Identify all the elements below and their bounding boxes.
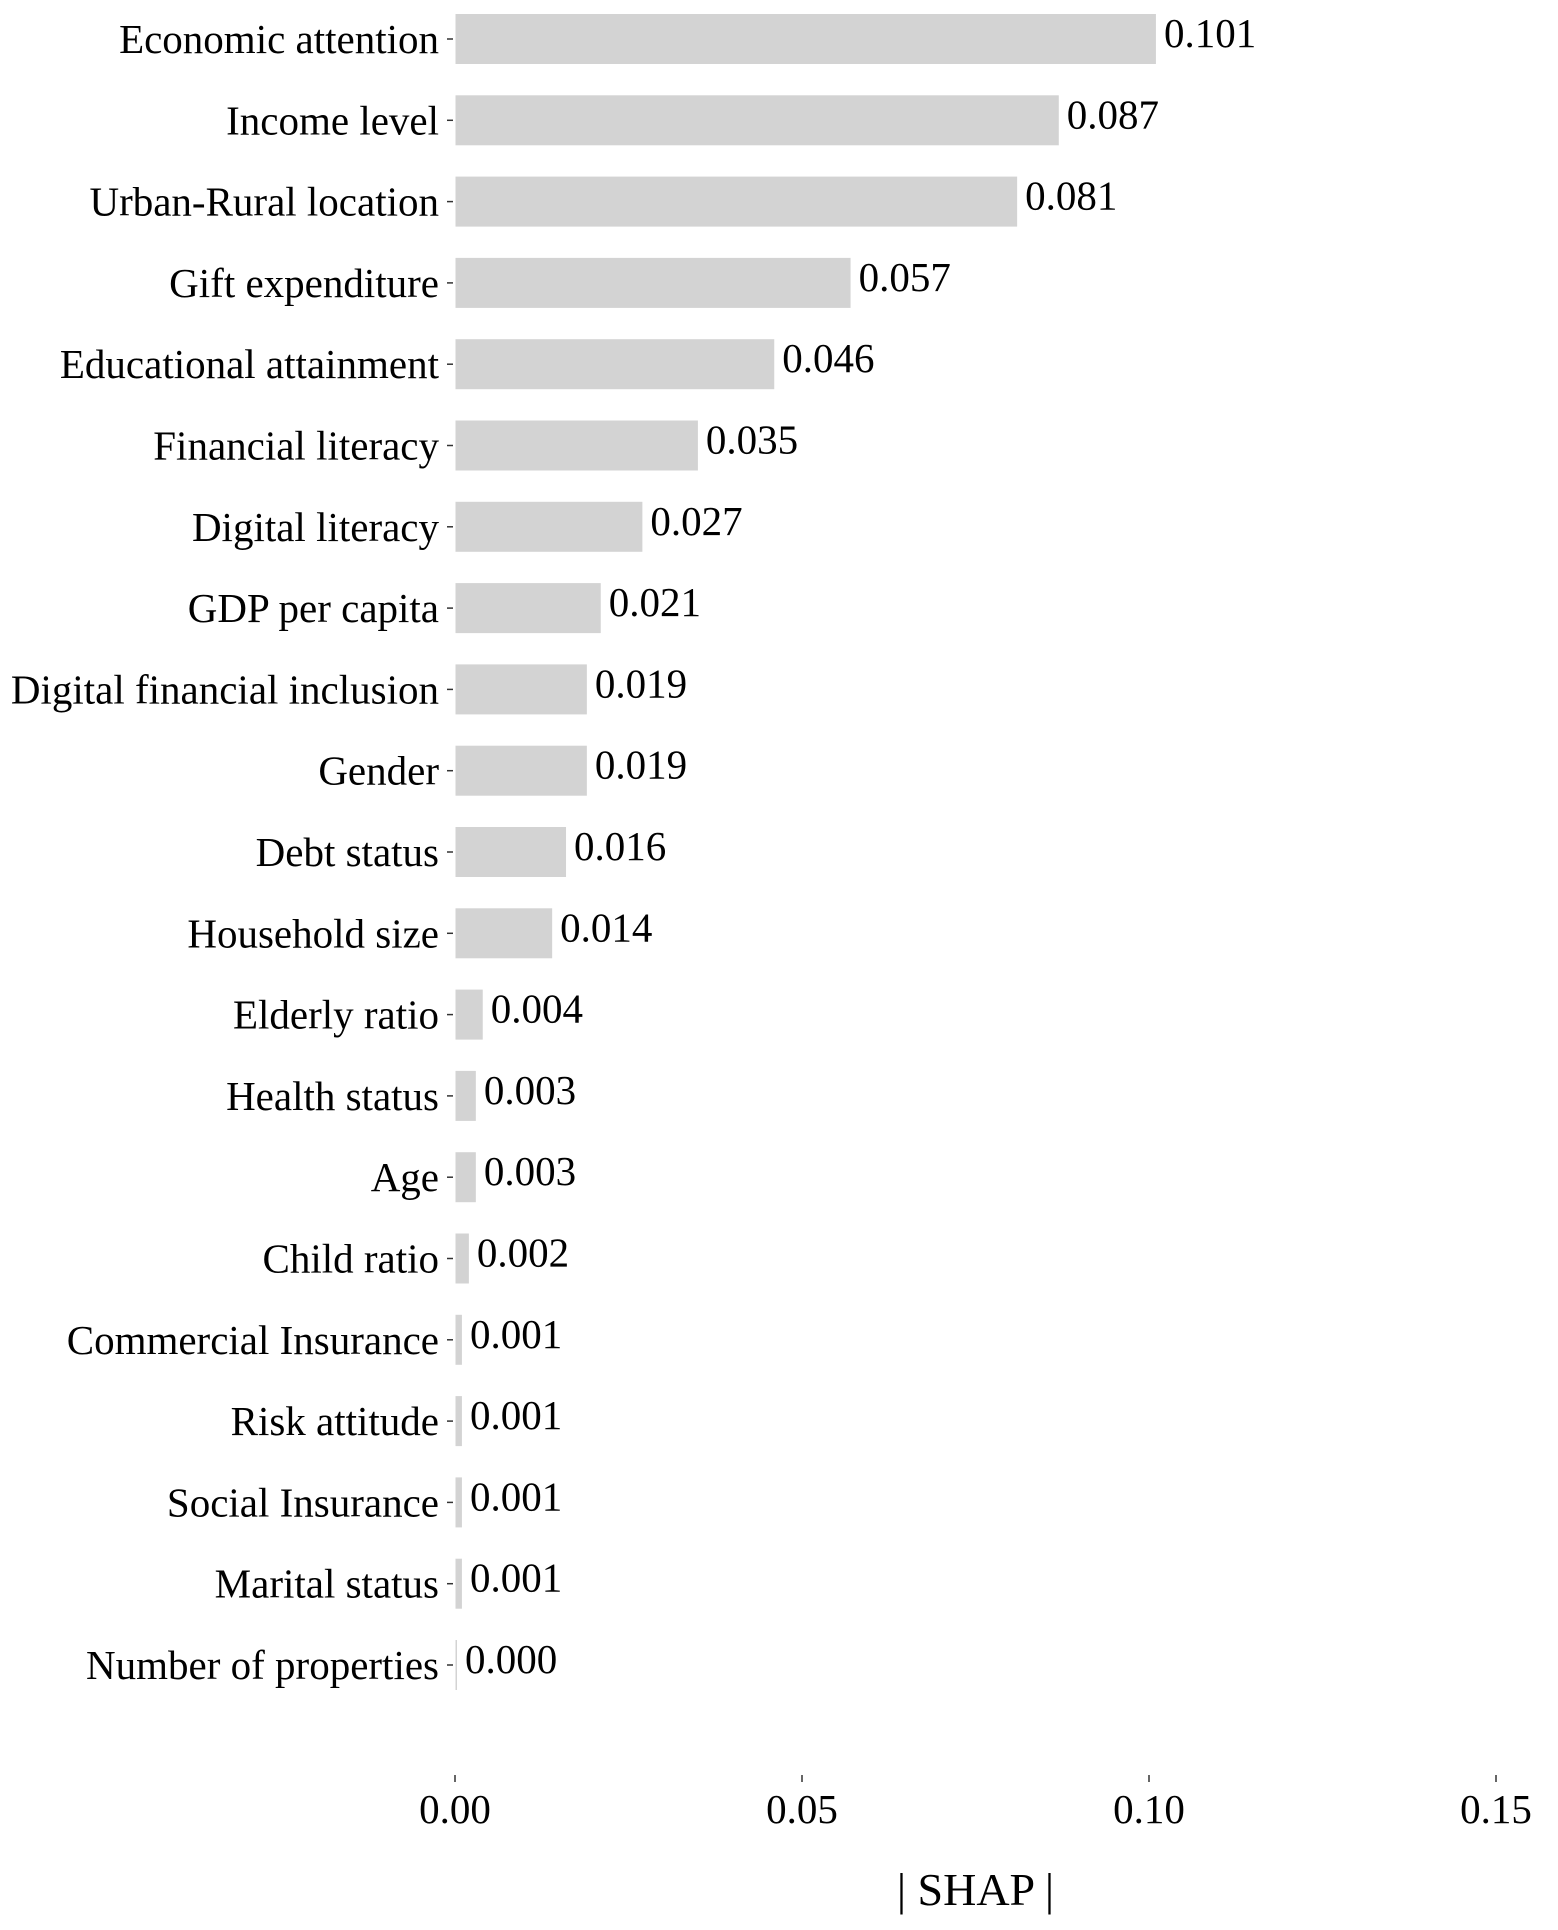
value-label: 0.087 (1067, 91, 1159, 137)
value-label: 0.019 (595, 660, 687, 706)
x-tick-label: 0.00 (419, 1786, 491, 1832)
bar (455, 501, 643, 552)
bar (455, 1314, 462, 1365)
category-label: Urban-Rural location (89, 179, 439, 225)
bar (455, 908, 553, 959)
category-label: Economic attention (119, 16, 439, 62)
category-label: Elderly ratio (233, 992, 439, 1038)
x-axis: 0.00 0.05 0.10 0.15 (419, 1775, 1532, 1832)
category-label: Marital status (215, 1561, 439, 1607)
bar (455, 1152, 476, 1203)
category-label: Debt status (256, 829, 439, 875)
bar (455, 1396, 462, 1447)
value-label: 0.016 (574, 823, 666, 869)
category-label: Number of properties (86, 1642, 439, 1688)
value-label: 0.003 (484, 1067, 576, 1113)
value-label: 0.001 (470, 1473, 562, 1519)
value-label: 0.101 (1164, 10, 1256, 56)
bar (455, 95, 1059, 146)
category-label: Income level (226, 97, 439, 143)
category-label: Health status (226, 1073, 439, 1119)
category-label: Child ratio (262, 1236, 439, 1282)
value-label: 0.014 (560, 904, 652, 950)
category-label: GDP per capita (188, 585, 439, 631)
bar (455, 1233, 469, 1284)
value-label: 0.019 (595, 742, 687, 788)
x-axis-title: | SHAP | (897, 1864, 1054, 1915)
category-label: Social Insurance (167, 1479, 439, 1525)
value-label: 0.027 (650, 498, 742, 544)
bar (455, 339, 775, 390)
category-label: Digital financial inclusion (11, 666, 439, 712)
bar (455, 1640, 457, 1690)
value-label: 0.021 (609, 579, 701, 625)
value-label: 0.035 (706, 417, 798, 463)
value-label: 0.000 (465, 1636, 557, 1682)
bar (455, 583, 601, 634)
x-tick-label: 0.15 (1460, 1786, 1532, 1832)
category-label: Household size (187, 910, 439, 956)
value-label: 0.002 (477, 1230, 569, 1276)
bar (455, 1558, 462, 1609)
category-label: Risk attitude (231, 1398, 439, 1444)
bar (455, 1477, 462, 1528)
value-label: 0.003 (484, 1148, 576, 1194)
category-label: Gender (318, 748, 439, 794)
value-label: 0.057 (859, 254, 951, 300)
x-tick-label: 0.10 (1113, 1786, 1185, 1832)
value-label: 0.046 (782, 335, 874, 381)
value-label: 0.001 (470, 1392, 562, 1438)
x-tick-label: 0.05 (766, 1786, 838, 1832)
bar (455, 827, 567, 877)
bar (455, 989, 483, 1040)
category-label: Gift expenditure (169, 260, 439, 306)
category-label: Age (371, 1154, 439, 1200)
bar (455, 14, 1156, 64)
bar (455, 420, 698, 471)
value-label: 0.004 (491, 986, 583, 1032)
category-label: Financial literacy (153, 423, 439, 469)
bar (455, 664, 587, 715)
y-axis: Economic attention Income level Urban-Rura… (11, 10, 456, 1699)
bar (455, 1070, 476, 1121)
bar (455, 176, 1018, 227)
value-label: 0.001 (470, 1555, 562, 1601)
category-label: Commercial Insurance (67, 1317, 439, 1363)
value-label: 0.081 (1025, 173, 1117, 219)
value-label: 0.001 (470, 1311, 562, 1357)
category-label: Educational attainment (60, 341, 440, 387)
bar (455, 745, 587, 796)
bar (455, 257, 851, 308)
category-label: Digital literacy (192, 504, 440, 550)
